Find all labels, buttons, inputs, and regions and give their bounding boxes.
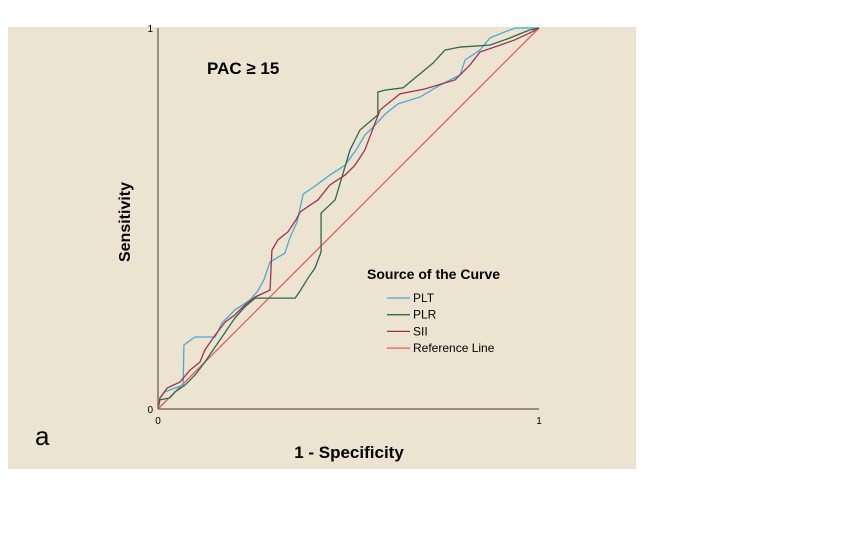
legend-label: Reference Line	[413, 341, 495, 355]
series-line-plt	[157, 27, 539, 410]
legend-label: PLT	[413, 291, 435, 305]
x-tick-label: 0	[155, 416, 161, 427]
legend-title: Source of the Curve	[367, 266, 500, 282]
x-tick-label: 1	[536, 416, 542, 427]
x-axis-label: 1 - Specificity	[294, 443, 404, 462]
y-tick-label: 0	[147, 405, 153, 416]
series-line-sii	[157, 27, 540, 410]
chart-title: PAC ≥ 15	[207, 59, 279, 78]
y-axis-label: Sensitivity	[117, 182, 134, 262]
chart-background	[8, 27, 636, 469]
series-line-plr	[157, 27, 540, 410]
y-tick-label: 1	[147, 24, 153, 35]
legend-label: PLR	[413, 308, 437, 322]
panel-label: a	[35, 421, 50, 451]
legend-label: SII	[413, 324, 428, 338]
curves-group	[157, 27, 540, 410]
series-line-reference-line	[157, 27, 540, 410]
legend: Source of the Curve PLT PLR SII Reference L…	[367, 266, 500, 355]
